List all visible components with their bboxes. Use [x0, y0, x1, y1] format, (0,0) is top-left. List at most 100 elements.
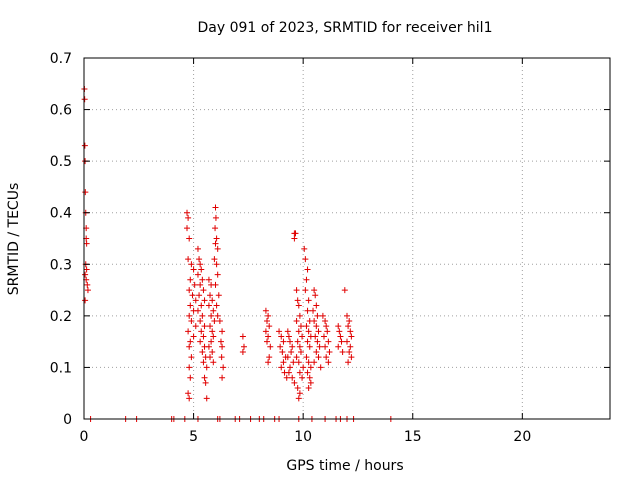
data-point — [207, 354, 214, 361]
data-point — [294, 385, 301, 392]
data-point — [207, 323, 214, 330]
data-point — [199, 276, 206, 283]
data-point — [310, 307, 317, 314]
data-point — [344, 338, 350, 345]
data-point — [186, 395, 193, 402]
data-point — [186, 312, 193, 319]
data-point — [198, 266, 205, 273]
data-point — [287, 364, 294, 371]
data-point — [188, 354, 195, 361]
data-point — [203, 364, 210, 371]
data-point — [315, 354, 322, 361]
data-point — [209, 297, 216, 304]
data-point — [199, 348, 206, 355]
data-point — [294, 297, 301, 304]
data-point — [185, 390, 192, 397]
data-point — [212, 225, 219, 232]
x-axis-label: GPS time / hours — [286, 458, 403, 474]
data-point — [81, 142, 88, 149]
data-point — [322, 318, 329, 325]
data-point — [189, 292, 196, 299]
data-point — [278, 333, 285, 340]
data-point — [324, 328, 331, 335]
data-point — [213, 261, 220, 268]
chart-title: Day 091 of 2023, SRMTID for receiver hil… — [198, 20, 493, 36]
data-point — [303, 276, 310, 283]
data-point — [283, 374, 290, 381]
data-point — [81, 96, 88, 103]
data-point — [305, 297, 312, 304]
data-point — [284, 328, 291, 335]
data-point — [214, 312, 221, 319]
data-point — [220, 364, 227, 371]
data-point — [294, 338, 301, 345]
data-point — [219, 328, 226, 335]
data-point — [216, 318, 223, 325]
data-point — [82, 189, 89, 196]
data-point — [296, 390, 303, 397]
data-point — [296, 312, 303, 319]
data-point — [295, 302, 302, 309]
data-point — [201, 374, 208, 381]
data-point — [187, 302, 194, 309]
data-point — [212, 281, 219, 288]
data-point — [190, 266, 197, 273]
data-point — [315, 328, 322, 335]
data-point — [304, 338, 311, 345]
data-point — [314, 312, 321, 319]
data-point — [337, 333, 344, 340]
data-point — [197, 318, 204, 325]
data-point — [196, 256, 203, 263]
data-point — [312, 292, 319, 299]
data-point — [307, 364, 314, 371]
data-point — [311, 318, 318, 325]
data-point — [347, 328, 354, 335]
data-points — [81, 85, 394, 422]
data-point — [205, 343, 212, 350]
data-point — [287, 338, 294, 345]
data-point — [201, 323, 208, 330]
data-point — [198, 328, 205, 335]
data-point — [210, 307, 217, 314]
data-point — [186, 343, 193, 350]
data-point — [280, 338, 287, 345]
data-point — [217, 338, 224, 345]
x-tick-label: 0 — [80, 429, 89, 445]
data-point — [305, 328, 312, 335]
data-point — [240, 343, 247, 350]
data-point — [239, 348, 246, 355]
data-point — [313, 302, 320, 309]
data-point — [312, 333, 319, 340]
data-point — [325, 338, 332, 345]
data-point — [84, 281, 91, 288]
data-point — [186, 287, 193, 294]
data-point — [214, 245, 221, 252]
data-point — [335, 343, 342, 350]
data-point — [267, 343, 274, 350]
data-point — [201, 297, 208, 304]
y-tick-label: 0.7 — [50, 51, 72, 67]
data-point — [336, 328, 343, 335]
x-tick-label: 20 — [513, 429, 531, 445]
data-point — [185, 328, 192, 335]
y-tick-label: 0.6 — [50, 103, 72, 119]
data-point — [306, 343, 313, 350]
data-point — [200, 287, 207, 294]
data-point — [194, 307, 201, 314]
data-point — [209, 328, 216, 335]
data-point — [295, 328, 302, 335]
data-point — [305, 385, 312, 392]
data-point — [289, 343, 296, 350]
data-point — [194, 245, 201, 252]
data-point — [187, 374, 194, 381]
data-point — [285, 369, 292, 376]
data-point — [212, 204, 219, 211]
data-point — [266, 323, 273, 330]
data-point — [219, 343, 226, 350]
data-point — [265, 333, 272, 340]
data-point — [346, 318, 353, 325]
data-point — [284, 354, 291, 361]
grid-lines — [84, 58, 610, 419]
data-point — [347, 343, 354, 350]
